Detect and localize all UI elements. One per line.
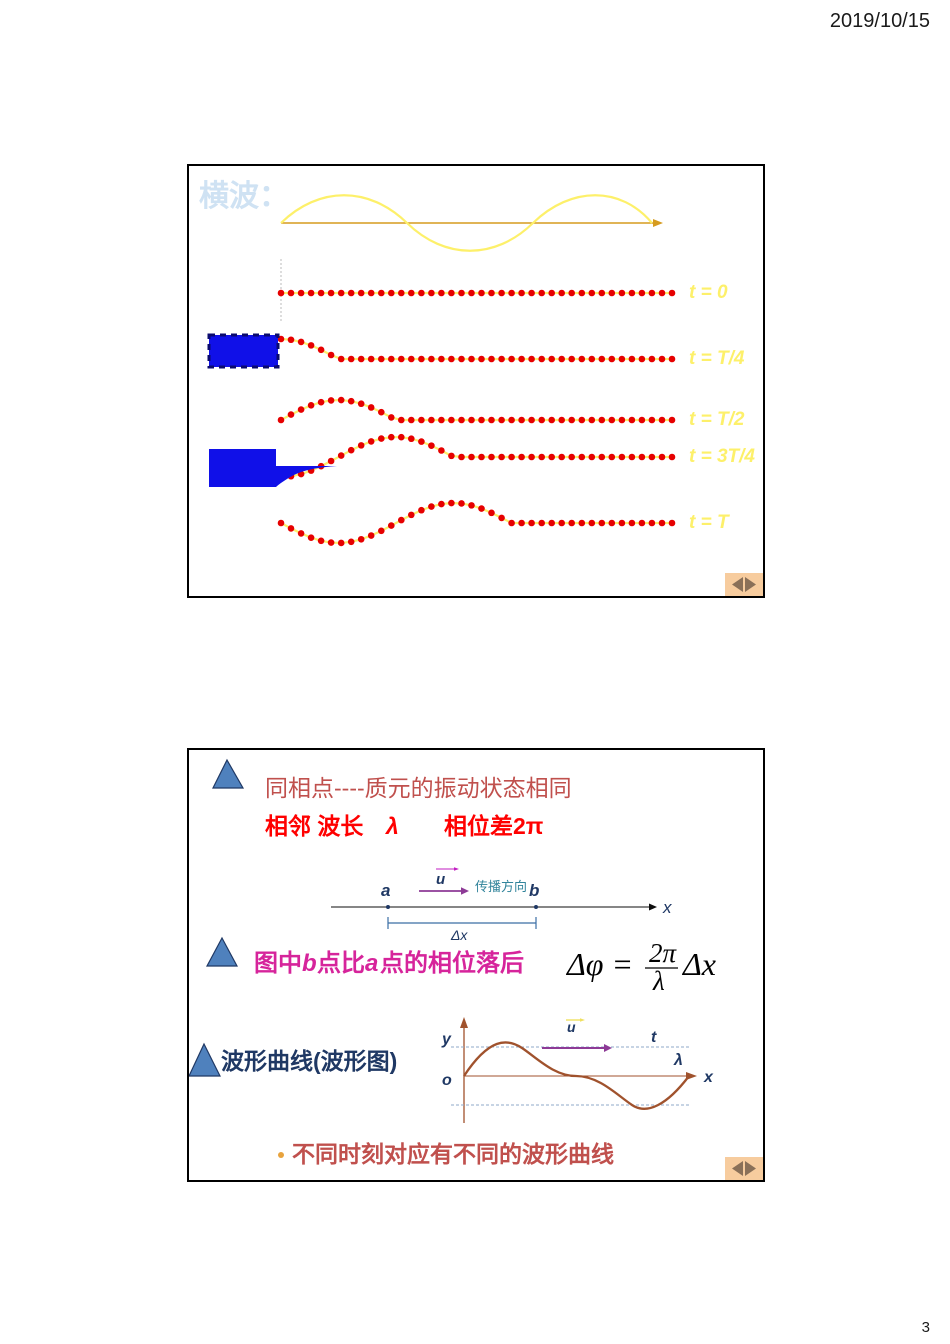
svg-text:波形曲线(波形图): 波形曲线(波形图) <box>221 1048 397 1074</box>
svg-text:b: b <box>529 881 539 900</box>
svg-text:点的相位落后: 点的相位落后 <box>380 949 524 977</box>
svg-text:同相点----质元的振动状态相同: 同相点----质元的振动状态相同 <box>265 775 572 801</box>
svg-text:λ: λ <box>384 813 399 839</box>
svg-text:o: o <box>442 1072 452 1089</box>
svg-text:x: x <box>662 898 672 917</box>
svg-text:点比: 点比 <box>317 950 365 977</box>
svg-text:相邻 波长: 相邻 波长 <box>265 813 364 839</box>
svg-text:传播方向: 传播方向 <box>475 879 527 894</box>
svg-text:t = T/4: t = T/4 <box>689 348 745 369</box>
svg-text:u: u <box>436 871 445 888</box>
svg-text:图中: 图中 <box>254 950 302 977</box>
svg-text:Δx: Δx <box>450 927 468 943</box>
svg-text:t = T/2: t = T/2 <box>689 409 745 430</box>
svg-text:t = 3T/4: t = 3T/4 <box>689 446 755 467</box>
svg-text:t = T: t = T <box>689 512 730 533</box>
svg-text:不同时刻对应有不同的波形曲线: 不同时刻对应有不同的波形曲线 <box>292 1141 614 1167</box>
svg-text:Δφ =: Δφ = <box>565 946 633 982</box>
svg-text:2π: 2π <box>649 938 678 968</box>
svg-text:横波：: 横波： <box>199 180 289 213</box>
svg-text:b: b <box>302 950 317 977</box>
svg-text:a: a <box>381 881 390 900</box>
svg-text:y: y <box>441 1031 452 1048</box>
svg-text:相位差2π: 相位差2π <box>444 813 543 839</box>
svg-text:a: a <box>365 950 378 977</box>
svg-text:t: t <box>651 1029 657 1046</box>
svg-text:t = 0: t = 0 <box>689 282 728 303</box>
svg-text:λ: λ <box>652 966 665 996</box>
svg-text:Δx: Δx <box>681 946 716 982</box>
svg-text:u: u <box>567 1019 576 1035</box>
svg-text:x: x <box>703 1069 714 1086</box>
svg-text:λ: λ <box>673 1052 683 1069</box>
